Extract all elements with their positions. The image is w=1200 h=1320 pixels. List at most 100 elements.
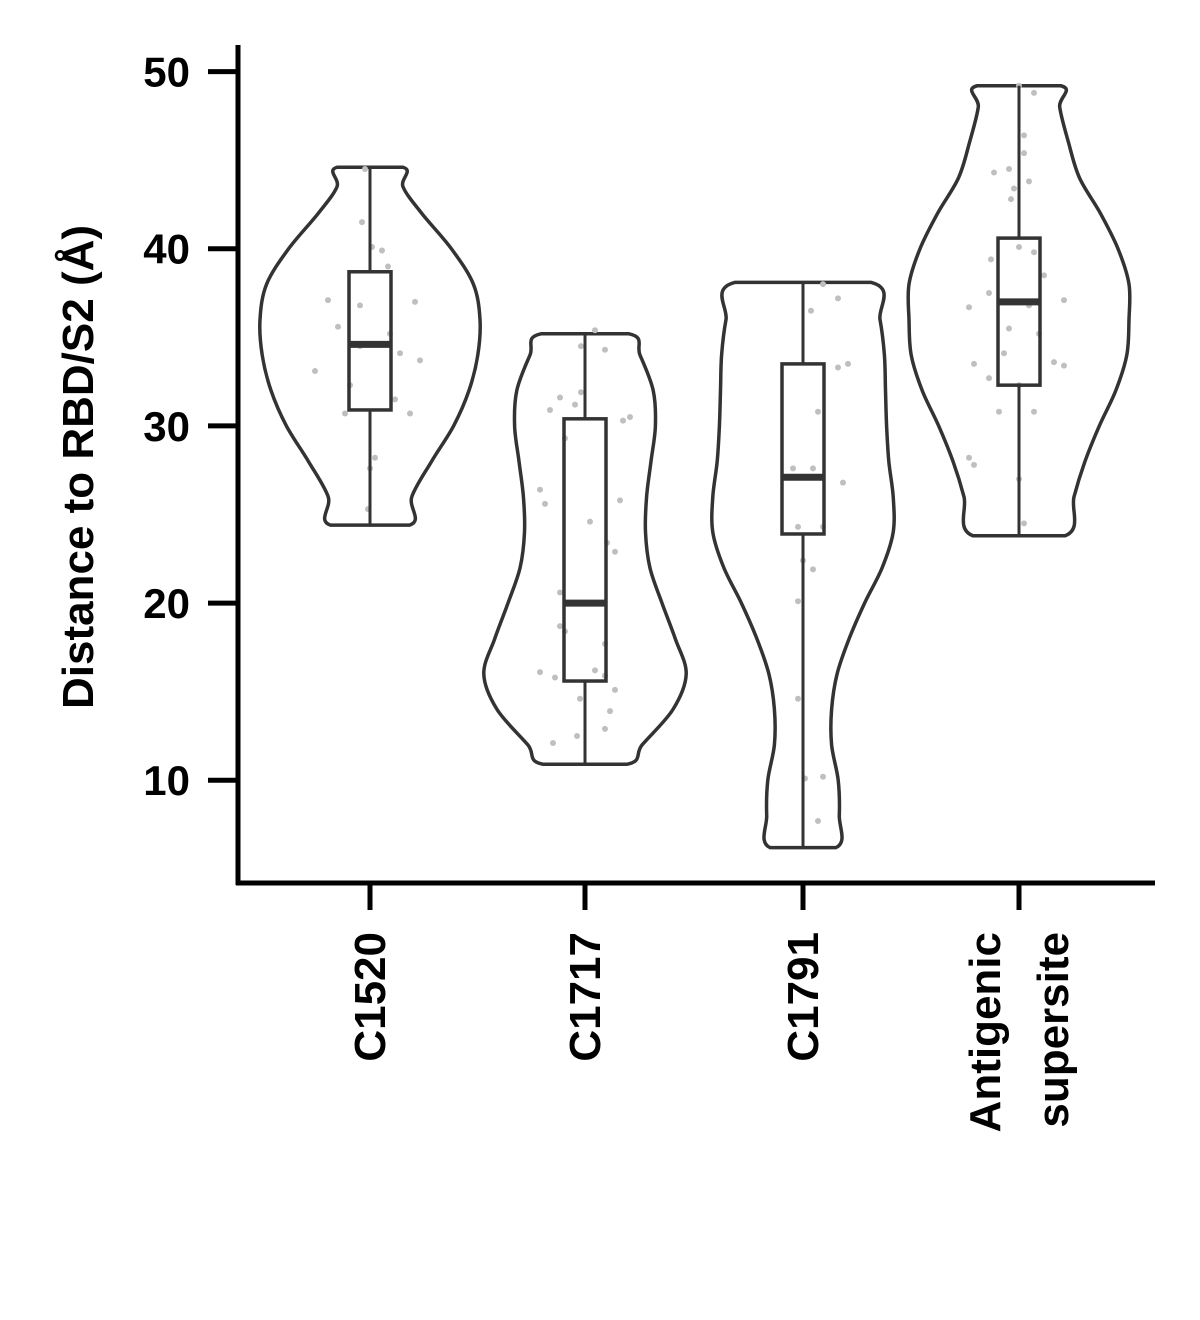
x-category-label: C1717 [561, 932, 610, 1062]
data-point [602, 725, 608, 732]
data-point [820, 281, 826, 288]
data-point [966, 304, 972, 311]
violin-outline [710, 280, 896, 850]
data-point [335, 323, 341, 330]
data-point [795, 598, 801, 605]
data-point [557, 623, 563, 630]
data-point [612, 686, 618, 693]
data-point [835, 295, 841, 302]
data-point [840, 479, 846, 486]
data-point [602, 346, 608, 353]
data-point [1006, 166, 1012, 173]
iqr-box [347, 270, 393, 412]
data-point [627, 414, 633, 421]
data-point [966, 454, 972, 461]
y-tick-label: 20 [143, 580, 190, 627]
data-point [325, 297, 331, 304]
data-point [392, 396, 398, 403]
iqr-box [562, 417, 608, 683]
data-point [417, 357, 423, 364]
data-point [815, 408, 821, 415]
data-point [808, 307, 814, 314]
data-point [578, 343, 584, 350]
data-point [810, 465, 816, 472]
data-point [1026, 178, 1032, 185]
data-point [1016, 243, 1022, 250]
iqr-box [780, 362, 826, 536]
data-point [1006, 325, 1012, 332]
data-point [820, 773, 826, 780]
x-category-label: Antigenic [961, 932, 1010, 1132]
data-point [617, 497, 623, 504]
x-category-label: C1520 [346, 932, 395, 1062]
data-point [578, 389, 584, 396]
data-point [1031, 408, 1037, 415]
data-point [357, 302, 363, 309]
data-point [607, 708, 613, 715]
data-point [557, 394, 563, 401]
data-point [362, 166, 368, 173]
data-point [1021, 520, 1027, 527]
data-point [359, 219, 365, 226]
y-tick-label: 30 [143, 403, 190, 450]
data-point [1041, 272, 1047, 279]
data-point [971, 360, 977, 367]
y-tick-label: 50 [143, 49, 190, 96]
x-category-label: C1791 [779, 932, 828, 1062]
data-point [986, 290, 992, 297]
data-point [1008, 196, 1014, 203]
data-point [986, 375, 992, 382]
data-point [1021, 132, 1027, 139]
violin-outline [906, 83, 1132, 538]
data-point [988, 256, 994, 263]
data-point [1001, 350, 1007, 357]
data-point [547, 406, 553, 413]
data-point [1061, 297, 1067, 304]
y-tick-label: 40 [143, 226, 190, 273]
data-point [991, 169, 997, 176]
data-point [385, 263, 391, 270]
data-point [552, 674, 558, 681]
y-axis-title: Distance to RBD/S2 (Å) [54, 225, 103, 709]
iqr-box [996, 236, 1042, 387]
data-point [412, 298, 418, 305]
data-point [537, 486, 543, 493]
data-point [312, 367, 318, 374]
data-point [537, 669, 543, 676]
data-point [795, 695, 801, 702]
data-point [550, 740, 556, 747]
data-point [1031, 249, 1037, 256]
data-point [815, 817, 821, 824]
violin-outline [258, 165, 482, 527]
data-point [620, 417, 626, 424]
data-point [592, 327, 598, 334]
data-point [790, 465, 796, 472]
data-point [845, 360, 851, 367]
data-point [557, 589, 563, 596]
data-point [407, 410, 413, 417]
data-point [996, 408, 1002, 415]
data-point [612, 548, 618, 555]
data-point [542, 500, 548, 507]
data-point [372, 454, 378, 461]
data-point [835, 364, 841, 371]
data-point [592, 667, 598, 674]
x-category-label: supersite [1029, 932, 1078, 1128]
data-point [397, 350, 403, 357]
data-point [795, 523, 801, 530]
data-point [379, 247, 385, 254]
data-point [574, 732, 580, 739]
data-point [587, 518, 593, 525]
y-tick-label: 10 [143, 757, 190, 804]
data-point [971, 461, 977, 468]
data-point [1051, 359, 1057, 366]
violin-outline [482, 332, 688, 767]
data-point [810, 566, 816, 573]
data-point [342, 410, 348, 417]
data-point [1021, 150, 1027, 157]
data-point [1031, 89, 1037, 96]
data-point [577, 695, 583, 702]
data-point [1011, 185, 1017, 192]
